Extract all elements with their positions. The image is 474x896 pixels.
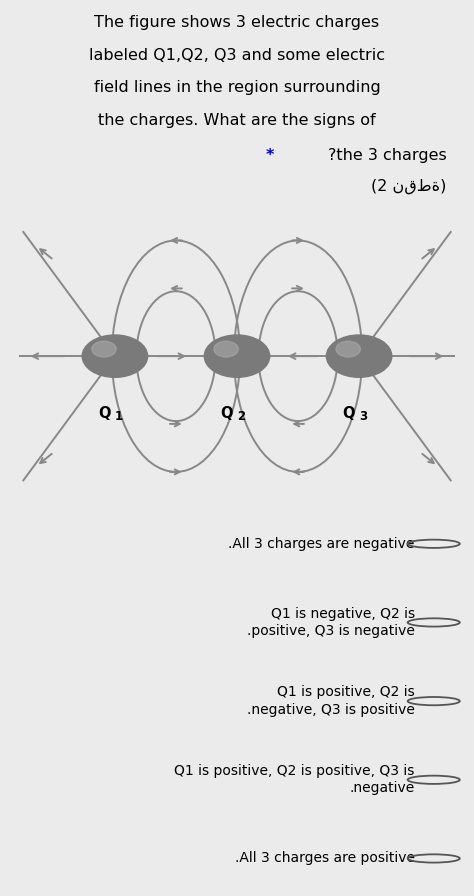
- Text: 2: 2: [237, 409, 245, 423]
- Text: Q1 is positive, Q2 is
.negative, Q3 is positive: Q1 is positive, Q2 is .negative, Q3 is p…: [247, 685, 415, 717]
- Circle shape: [204, 335, 270, 377]
- Text: Q1 is positive, Q2 is positive, Q3 is
.negative: Q1 is positive, Q2 is positive, Q3 is .n…: [174, 764, 415, 796]
- Text: ?the 3 charges: ?the 3 charges: [328, 148, 447, 163]
- Text: 1: 1: [115, 409, 123, 423]
- Text: Q1 is negative, Q2 is
.positive, Q3 is negative: Q1 is negative, Q2 is .positive, Q3 is n…: [247, 607, 415, 638]
- Text: .All 3 charges are negative: .All 3 charges are negative: [228, 537, 415, 551]
- Text: *: *: [266, 148, 274, 163]
- Circle shape: [327, 335, 392, 377]
- Circle shape: [82, 335, 147, 377]
- Circle shape: [336, 341, 360, 357]
- Text: Q: Q: [220, 406, 233, 420]
- Text: 3: 3: [359, 409, 367, 423]
- Circle shape: [214, 341, 238, 357]
- Text: Q: Q: [342, 406, 355, 420]
- Circle shape: [92, 341, 116, 357]
- Text: (2 نقطة): (2 نقطة): [371, 178, 447, 194]
- Text: field lines in the region surrounding: field lines in the region surrounding: [94, 81, 380, 96]
- Text: labeled Q1,Q2, Q3 and some electric: labeled Q1,Q2, Q3 and some electric: [89, 47, 385, 63]
- Text: the charges. What are the signs of: the charges. What are the signs of: [98, 113, 376, 128]
- Text: The figure shows 3 electric charges: The figure shows 3 electric charges: [94, 15, 380, 30]
- Text: Q: Q: [98, 406, 110, 420]
- Text: .All 3 charges are positive: .All 3 charges are positive: [235, 851, 415, 866]
